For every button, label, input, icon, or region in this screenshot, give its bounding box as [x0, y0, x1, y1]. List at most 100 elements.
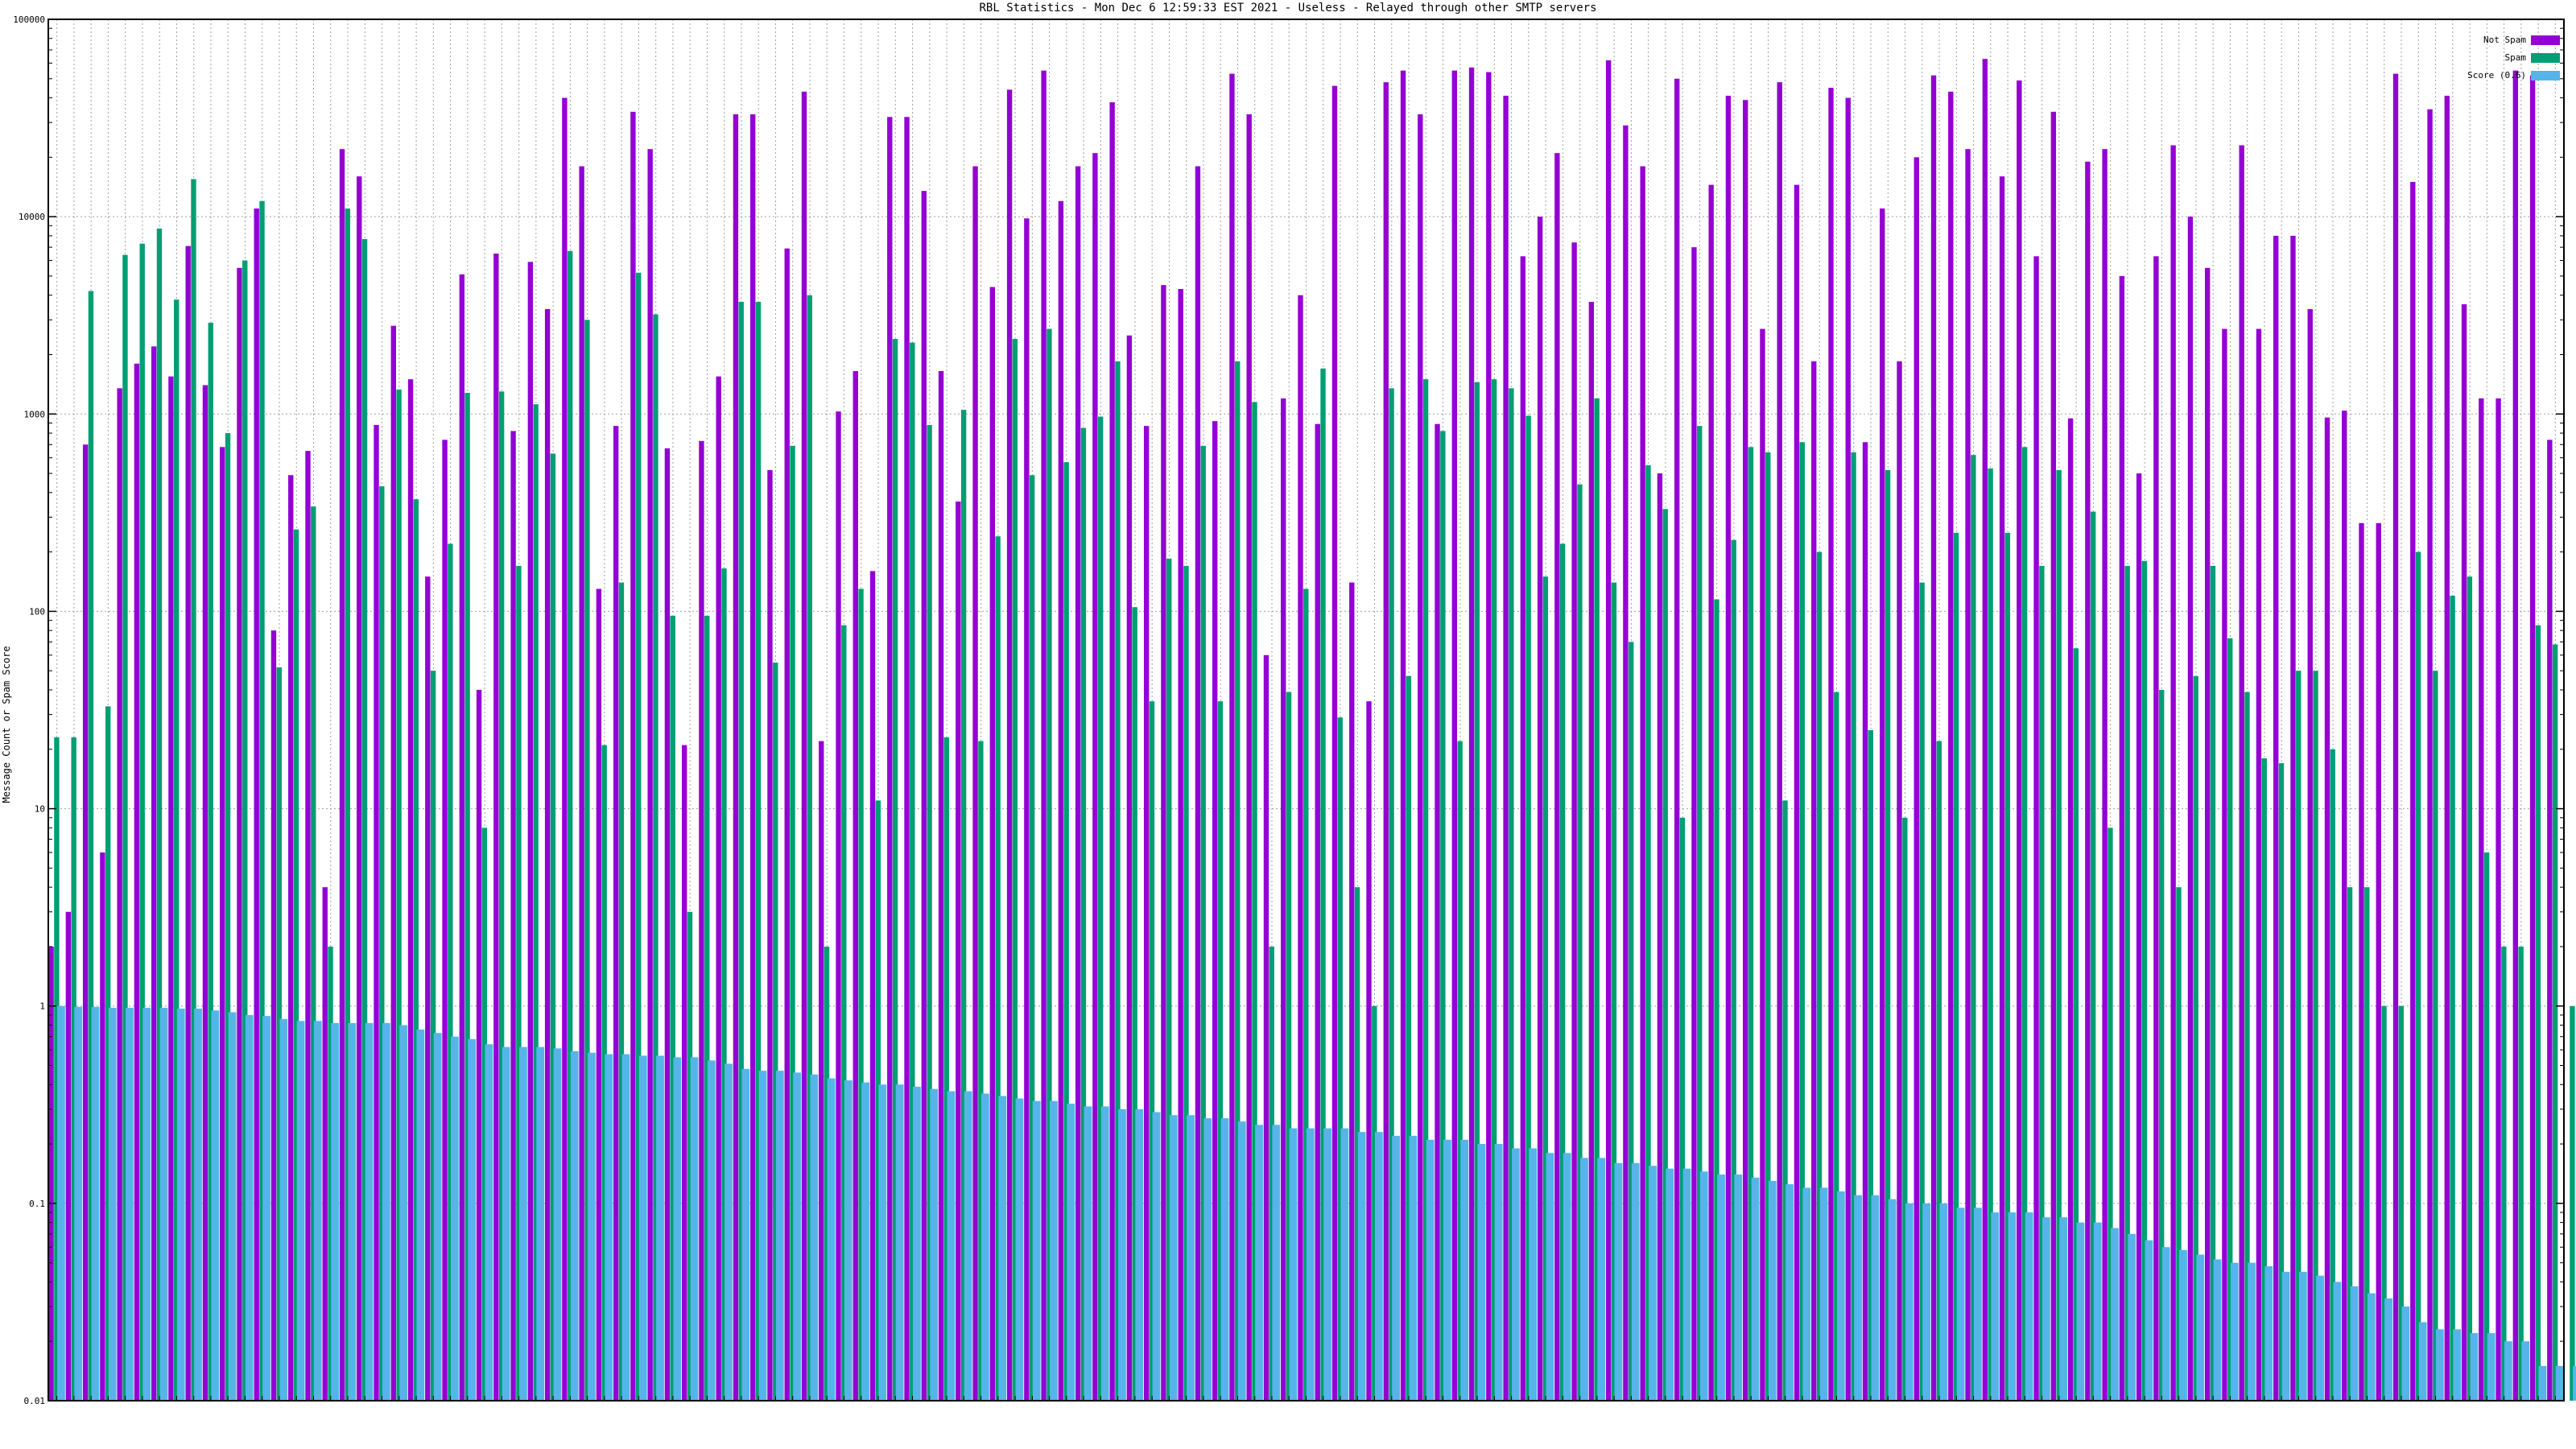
bar-not-spam [1400, 70, 1406, 1402]
legend-swatch [2531, 71, 2560, 80]
bar-spam [1354, 887, 1360, 1401]
bar-spam [601, 745, 607, 1401]
bar-spam [1029, 475, 1035, 1401]
bar-score-0-6- [981, 1093, 989, 1401]
bar-not-spam [407, 379, 414, 1402]
bar-score-0-6- [142, 1007, 151, 1401]
bar-spam [2261, 758, 2267, 1401]
bar-spam [430, 671, 436, 1401]
bar-spam [1422, 379, 1429, 1402]
bar-score-0-6- [588, 1052, 596, 1401]
bar-spam [1542, 576, 1549, 1401]
bar-not-spam [1418, 114, 1423, 1402]
bar-spam [773, 663, 778, 1401]
bar-spam [2552, 644, 2558, 1401]
bar-spam [2381, 1005, 2387, 1401]
bar-spam [892, 339, 898, 1402]
bar-not-spam [2376, 522, 2381, 1401]
bar-spam [1046, 328, 1052, 1401]
bar-spam [567, 250, 573, 1401]
bar-spam [790, 445, 795, 1401]
bar-spam [1697, 426, 1703, 1402]
bar-not-spam [1982, 59, 1988, 1402]
bar-spam [1491, 379, 1497, 1402]
bar-spam [2364, 887, 2370, 1401]
y-ticks: 0.01 0.1 1 10 100 1000 10000 100000 [13, 14, 2564, 1406]
bar-spam [2570, 1005, 2575, 1401]
bar-score-0-6- [502, 1046, 510, 1401]
bar-not-spam [1930, 75, 1937, 1401]
bar-not-spam [869, 571, 876, 1401]
bar-not-spam [1263, 654, 1269, 1401]
bar-score-0-6- [2264, 1265, 2273, 1401]
bar-not-spam [1691, 247, 1697, 1401]
bar-not-spam [2427, 109, 2433, 1402]
legend-swatch [2531, 53, 2560, 63]
bar-not-spam [237, 267, 242, 1402]
bar-not-spam [613, 426, 619, 1402]
bar-not-spam [1366, 701, 1372, 1401]
bar-not-spam [1503, 95, 1509, 1402]
bar-score-0-6- [1169, 1115, 1178, 1401]
bar-spam [2141, 560, 2148, 1401]
bar-score-0-6- [1922, 1203, 1931, 1401]
bar-not-spam [322, 887, 328, 1401]
bar-score-0-6- [1785, 1184, 1794, 1401]
bar-spam [1559, 543, 1566, 1401]
bar-not-spam [151, 346, 157, 1401]
bar-score-0-6- [176, 1008, 185, 1401]
bar-spam [1988, 468, 1993, 1402]
bar-not-spam [1845, 97, 1851, 1402]
bar-spam [1919, 582, 1925, 1401]
bar-spam [1235, 361, 1241, 1401]
bar-spam [1457, 741, 1463, 1401]
bar-score-0-6- [2350, 1286, 2359, 1401]
bar-score-0-6- [1905, 1203, 1913, 1401]
bar-spam [1303, 588, 1309, 1401]
bar-not-spam [185, 246, 191, 1401]
bar-not-spam [134, 363, 140, 1401]
bar-score-0-6- [2435, 1329, 2444, 1401]
bar-score-0-6- [1220, 1118, 1229, 1401]
bar-spam [1748, 447, 1754, 1401]
bar-score-0-6- [1460, 1139, 1469, 1401]
bar-score-0-6- [296, 1021, 305, 1401]
bar-not-spam [1554, 153, 1560, 1402]
bar-score-0-6- [2453, 1329, 2462, 1401]
bar-spam [721, 568, 727, 1401]
bar-spam [1953, 532, 1959, 1401]
bar-not-spam [1092, 153, 1098, 1402]
bar-not-spam [2461, 303, 2467, 1402]
bar-spam [584, 320, 590, 1401]
bar-spam [1611, 582, 1617, 1401]
bar-not-spam [1862, 442, 1868, 1401]
bar-score-0-6- [1357, 1132, 1366, 1401]
bar-score-0-6- [1956, 1208, 1965, 1401]
bar-spam [1097, 416, 1104, 1401]
bar-spam [755, 301, 762, 1401]
bar-score-0-6- [536, 1046, 545, 1401]
bar-score-0-6- [262, 1016, 270, 1401]
bar-spam [2433, 671, 2438, 1401]
plot-frame [47, 19, 2565, 1402]
bar-spam [88, 291, 94, 1401]
bar-score-0-6- [1323, 1128, 1331, 1401]
y-tick-label: 0.01 [24, 1396, 46, 1406]
bar-score-0-6- [1614, 1162, 1623, 1401]
bar-spam [361, 238, 368, 1401]
bar-not-spam [2359, 522, 2364, 1401]
bar-not-spam [82, 444, 89, 1402]
bar-spam [345, 208, 350, 1401]
bar-not-spam [48, 946, 54, 1401]
bar-score-0-6- [1854, 1195, 1862, 1401]
bar-not-spam [1725, 95, 1732, 1402]
bar-score-0-6- [1939, 1203, 1948, 1401]
bar-score-0-6- [2504, 1341, 2512, 1401]
bar-score-0-6- [2538, 1365, 2547, 1401]
bar-not-spam [887, 117, 893, 1401]
bar-not-spam [972, 166, 978, 1402]
bar-spam [481, 828, 488, 1401]
bar-score-0-6- [1118, 1108, 1126, 1401]
bar-score-0-6- [1203, 1118, 1212, 1401]
bar-not-spam [2496, 398, 2501, 1401]
